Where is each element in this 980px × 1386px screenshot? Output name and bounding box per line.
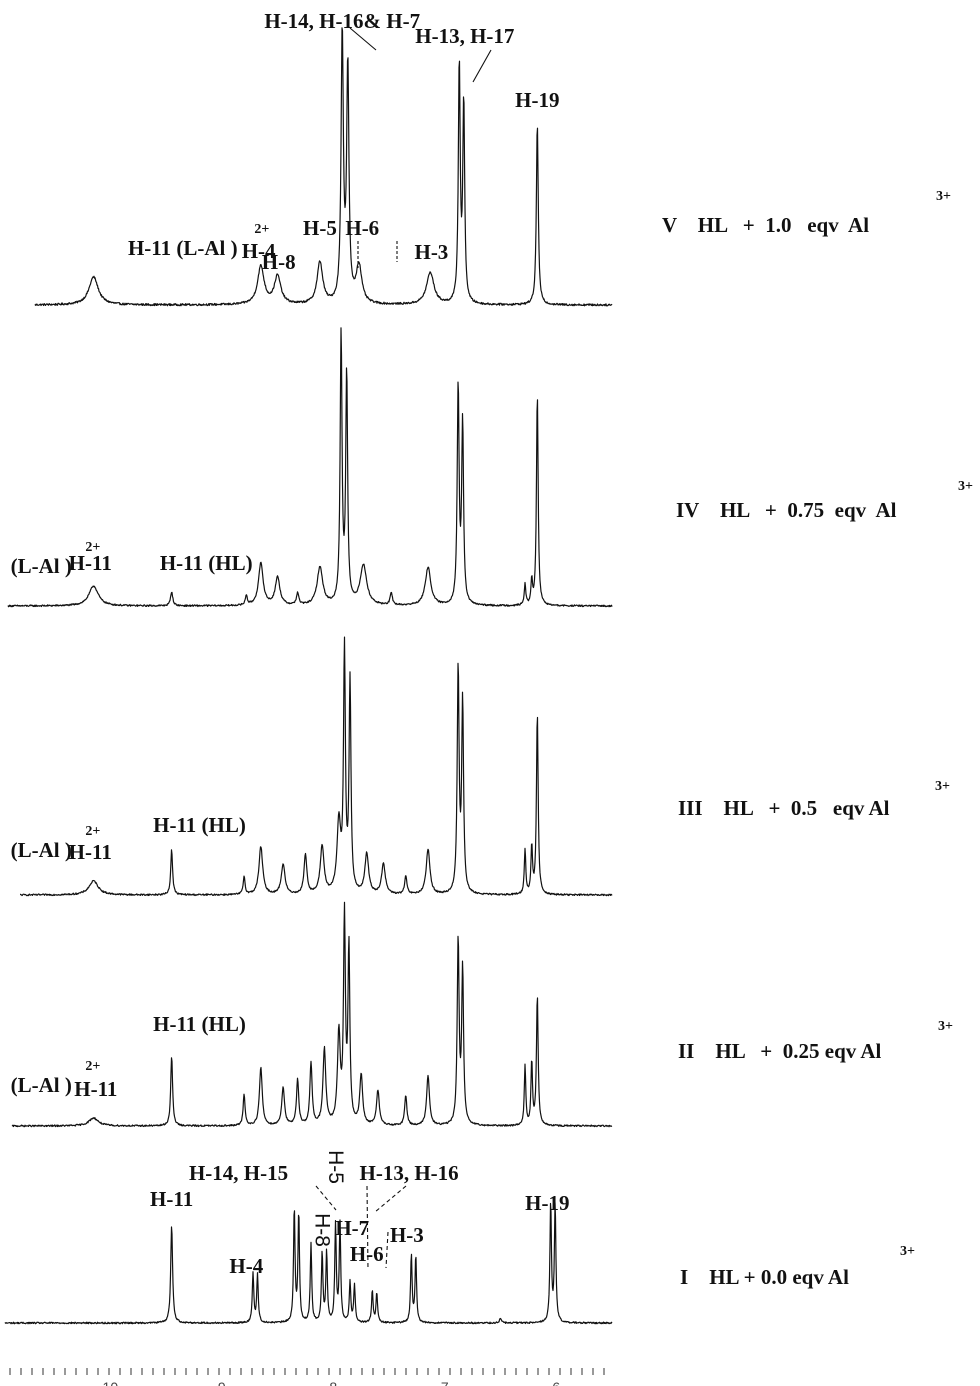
- peak-label-vertical: H-8: [310, 1213, 333, 1247]
- peak-label: H-11 (HL): [153, 1012, 246, 1036]
- peak-label: H-4: [242, 239, 276, 263]
- charge-superscript: 3+: [936, 189, 951, 204]
- axis-tick-label: 9: [218, 1379, 226, 1386]
- charge-superscript: 2+: [85, 1059, 100, 1074]
- spectrum-trace: [7, 327, 613, 608]
- condition-label: II HL + 0.25 eqv Al: [678, 1039, 882, 1063]
- peak-label: H-11 (HL): [160, 551, 253, 575]
- condition-label: III HL + 0.5 eqv Al: [678, 796, 890, 820]
- peak-label: H-8: [262, 250, 296, 274]
- axis-tick-label: 7: [441, 1379, 449, 1386]
- charge-superscript: 3+: [938, 1019, 953, 1034]
- peak-label: H-4: [229, 1254, 263, 1278]
- peak-label: H-6: [345, 216, 379, 240]
- annotation-arrow: [349, 27, 377, 51]
- sample-numeral: II: [678, 1039, 715, 1063]
- annotation-arrow: [374, 1185, 407, 1213]
- peak-label: H-11 (L-Al ): [128, 236, 238, 260]
- condition-text: HL + 0.0 eqv Al: [709, 1265, 849, 1289]
- spectrum-panel-II: (L-Al ) 2+ H-11 H-11 (HL) II HL + 0.25 eqv A…: [11, 901, 953, 1128]
- annotation-arrow: [315, 1185, 337, 1211]
- annotation-arrow: [366, 1185, 369, 1271]
- condition-text: HL + 0.25 eqv Al: [715, 1039, 881, 1063]
- condition-text: HL + 0.75 eqv Al: [720, 498, 897, 522]
- condition-text: HL + 0.5 eqv Al: [724, 796, 890, 820]
- condition-label: IV HL + 0.75 eqv Al: [676, 498, 897, 522]
- condition-label: V HL + 1.0 eqv Al: [662, 213, 869, 237]
- peak-label: H-11 (HL): [153, 813, 246, 837]
- sample-numeral: IV: [676, 498, 720, 522]
- peak-label: (L-Al ): [11, 838, 72, 862]
- spectrum-panel-IV: (L-Al ) 2+H-11 H-11 (HL) IV HL + 0.75 eqv A…: [7, 327, 973, 608]
- spectrum-panel-I: H-11H-14, H-15 H-13, H-16 H-19 H-4 H-7H-6H-3…: [4, 1150, 915, 1325]
- axis-tick-label: 10: [103, 1379, 119, 1386]
- sample-numeral: III: [678, 796, 724, 820]
- charge-superscript: 2+: [85, 824, 100, 839]
- sample-numeral: V: [662, 213, 698, 237]
- charge-superscript: 2+: [254, 222, 269, 237]
- spectrum-trace: [11, 901, 613, 1128]
- peak-label: H-5: [303, 216, 337, 240]
- annotation-arrow: [385, 1231, 389, 1269]
- charge-superscript: 3+: [958, 479, 973, 494]
- peak-label: H-3: [390, 1223, 424, 1247]
- sample-numeral: I: [680, 1265, 709, 1289]
- spectrum-panel-III: (L-Al ) 2+H-11 H-11 (HL) III HL + 0.5 eqv A…: [11, 636, 950, 897]
- peak-label: H-14, H-15: [189, 1161, 288, 1185]
- peak-label: H-11: [150, 1187, 193, 1211]
- charge-superscript: 2+: [85, 540, 100, 555]
- peak-label: H-3: [414, 240, 448, 264]
- spectrum-trace: [34, 27, 613, 307]
- charge-superscript: 3+: [900, 1244, 915, 1259]
- peak-label: (L-Al ): [11, 554, 72, 578]
- peak-label: H-7: [335, 1216, 369, 1240]
- peak-label: H-11: [74, 1077, 117, 1101]
- axis-tick-label: 8: [329, 1379, 337, 1386]
- peak-label: H-14, H-16& H-7: [264, 9, 420, 33]
- peak-label: H-13, H-16: [360, 1161, 459, 1185]
- spectrum-trace: [19, 636, 613, 897]
- peak-label: H-13, H-17: [415, 24, 514, 48]
- spectrum-panel-V: H-14, H-16& H-7H-13, H-17 H-19 H-11 (L-Al …: [34, 9, 951, 307]
- spectrum-trace: [4, 1202, 613, 1325]
- condition-label: I HL + 0.0 eqv Al: [680, 1265, 849, 1289]
- peak-label: H-19: [525, 1191, 569, 1215]
- peak-label: H-11: [69, 840, 112, 864]
- peak-label-vertical: H-5: [324, 1150, 347, 1184]
- condition-text: HL + 1.0 eqv Al: [698, 213, 869, 237]
- charge-superscript: 3+: [935, 779, 950, 794]
- annotation-arrow: [472, 49, 492, 83]
- axis-tick-label: 6: [552, 1379, 560, 1386]
- peak-label: H-6: [350, 1242, 384, 1266]
- peak-label: H-11: [69, 551, 112, 575]
- peak-label: H-19: [515, 88, 559, 112]
- peak-label: (L-Al ): [11, 1073, 72, 1097]
